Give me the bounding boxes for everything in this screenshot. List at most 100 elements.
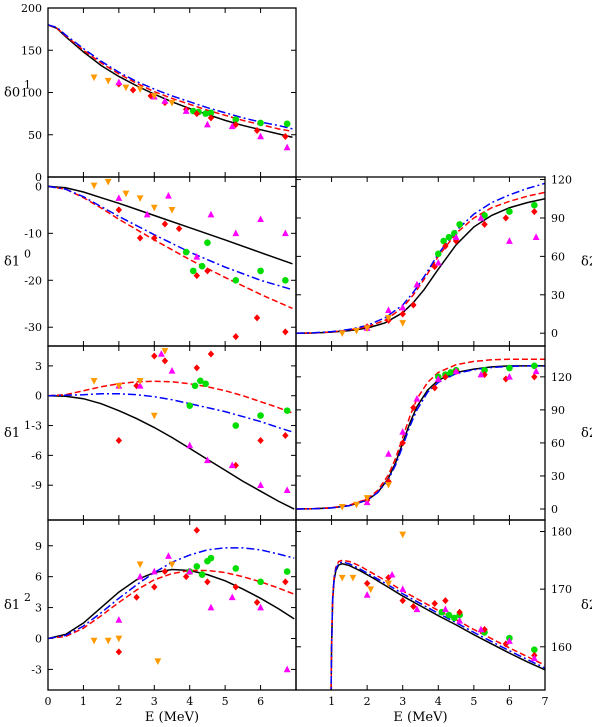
data-point-circle (283, 120, 291, 128)
x-tick-label: 5 (222, 695, 229, 708)
data-point-triangle-up (161, 97, 169, 104)
y-axis-label: δ0 (4, 86, 20, 101)
data-point-triangle-up (413, 395, 421, 402)
data-point-triangle-down (115, 635, 123, 643)
data-point-diamond (207, 350, 215, 358)
panel-delta0-1: 0 50 100 150 200 δ0 1 (4, 2, 297, 184)
data-point-diamond (207, 114, 215, 122)
data-point-diamond (193, 272, 200, 280)
y-axis-label: δ2 (581, 426, 592, 441)
panel-delta1-1: -9 -6 -3 0 3 δ1 1 (4, 345, 297, 521)
series-line-solid (330, 563, 545, 690)
data-point-diamond (232, 583, 239, 591)
data-point-triangle-up (115, 194, 123, 201)
data-point-triangle-up (452, 367, 460, 375)
y-tick-label: 30 (551, 470, 565, 483)
data-point-triangle-down (90, 637, 98, 645)
y-tick-label: -9 (31, 479, 42, 492)
data-point-diamond (115, 648, 123, 656)
y-axis-label-superscript: 1 (24, 419, 31, 432)
y-tick-label: 0 (35, 390, 42, 403)
y-tick-label: -30 (24, 321, 42, 334)
data-point-triangle-down (399, 531, 407, 539)
data-point-triangle-up (257, 481, 264, 488)
data-point-triangle-down (363, 325, 371, 332)
data-point-diamond (193, 526, 200, 534)
y-tick-label: 50 (28, 129, 42, 142)
data-point-triangle-up (532, 233, 540, 240)
y-axis-label: δ2 (581, 255, 592, 270)
data-point-triangle-up (150, 567, 158, 575)
y-tick-label: 3 (35, 602, 42, 615)
data-point-triangle-down (399, 320, 407, 327)
series-line-dashed (330, 559, 545, 690)
data-point-triangle-down (367, 586, 375, 593)
data-point-diamond (282, 132, 289, 140)
data-point-triangle-up (399, 585, 407, 592)
data-point-diamond (399, 439, 406, 447)
data-point-triangle-up (186, 441, 194, 449)
curves (330, 559, 545, 690)
series-line-dashed (48, 24, 293, 133)
markers (338, 531, 538, 662)
data-point-diamond (193, 364, 200, 372)
series-line-solid (48, 185, 293, 265)
data-point-triangle-down (90, 74, 98, 82)
data-point-triangle-down (353, 327, 360, 335)
data-point-circle (202, 110, 209, 117)
data-point-diamond (151, 234, 158, 242)
x-tick-label: 6 (506, 695, 513, 708)
data-point-diamond (456, 608, 463, 616)
y-tick-label: 0 (551, 327, 558, 340)
y-tick-label: 120 (551, 371, 572, 384)
data-point-triangle-up (413, 280, 421, 288)
data-point-diamond (182, 573, 190, 581)
data-point-diamond (431, 600, 438, 608)
data-point-diamond (399, 597, 406, 605)
y-tick-label: 9 (35, 540, 42, 553)
y-tick-label: 0 (35, 171, 42, 184)
x-tick-label: 4 (435, 695, 442, 708)
data-point-diamond (282, 578, 289, 586)
data-point-triangle-up (168, 367, 176, 374)
data-point-diamond (115, 206, 123, 214)
data-point-diamond (204, 578, 211, 586)
data-point-diamond (502, 214, 510, 222)
series-line-dashdot (48, 392, 295, 434)
data-point-triangle-down (150, 412, 158, 420)
data-point-triangle-down (353, 501, 360, 509)
curves (296, 182, 545, 334)
markers (90, 178, 289, 341)
y-tick-label: 0 (35, 180, 42, 193)
data-point-diamond (151, 583, 158, 591)
y-axis-label-superscript: 0 (24, 248, 31, 261)
data-point-triangle-up (157, 350, 165, 357)
data-point-diamond (147, 92, 154, 100)
y-tick-label: -20 (24, 274, 42, 287)
data-point-triangle-down (168, 99, 176, 107)
y-tick-label: 160 (551, 641, 572, 654)
data-point-circle (204, 239, 211, 247)
x-ticks (331, 177, 510, 346)
curves (48, 380, 295, 510)
y-tick-label: 6 (35, 571, 42, 584)
x-ticks (82, 346, 262, 520)
plot-frame (295, 345, 546, 521)
x-tick-label: 3 (399, 695, 406, 708)
data-point-circle (207, 554, 215, 562)
data-point-circle (198, 571, 206, 578)
y-axis-label: δ1 (4, 598, 20, 613)
data-point-diamond (442, 597, 449, 605)
markers (338, 362, 540, 511)
data-point-circle (506, 208, 513, 215)
data-point-triangle-up (204, 456, 211, 464)
data-point-circle (186, 402, 194, 409)
curves (48, 547, 295, 640)
data-point-triangle-up (452, 233, 460, 240)
data-point-circle (193, 563, 201, 570)
data-point-circle (445, 611, 453, 619)
y-axis-label-superscript: 2 (24, 591, 31, 604)
data-point-triangle-down (349, 574, 357, 582)
data-point-diamond (531, 208, 538, 216)
